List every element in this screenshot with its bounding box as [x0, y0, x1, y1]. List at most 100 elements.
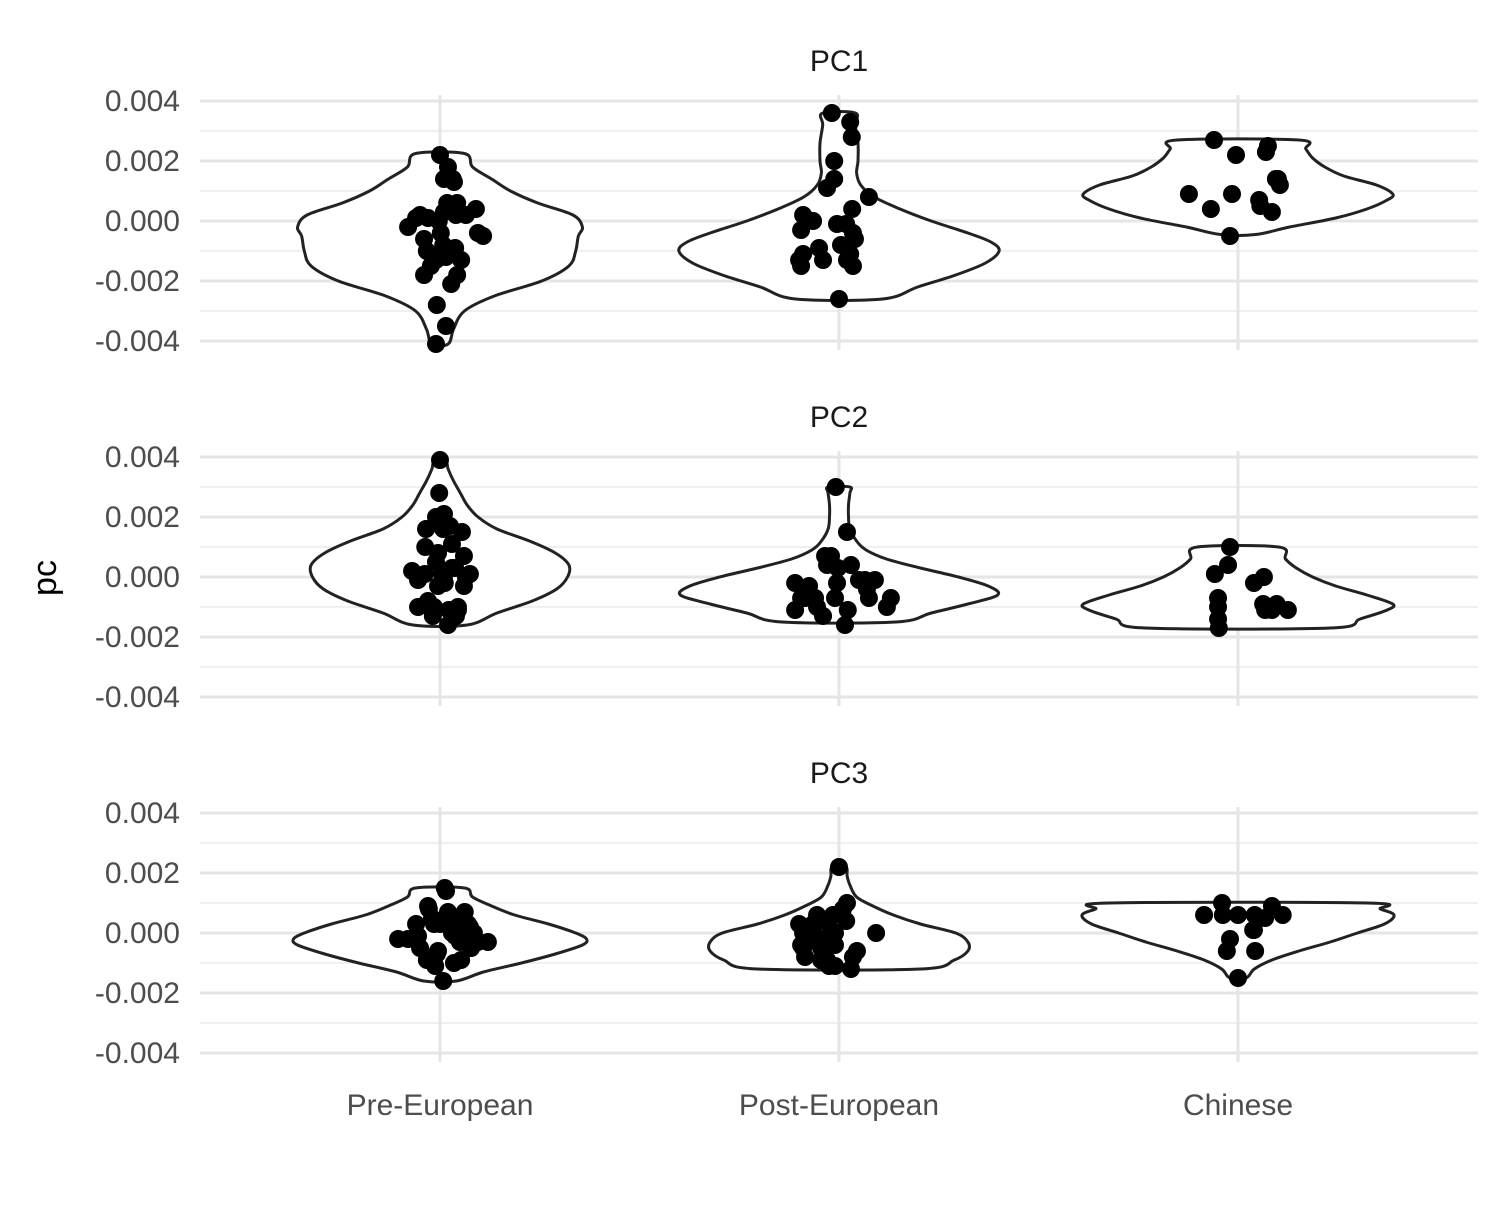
data-point — [434, 972, 453, 990]
data-point — [822, 104, 841, 122]
data-point — [881, 589, 900, 607]
data-point — [842, 128, 861, 146]
data-point — [786, 574, 805, 592]
data-point — [1179, 185, 1198, 203]
data-point — [847, 942, 866, 960]
data-point — [454, 547, 473, 565]
y-tick-label: 0.002 — [105, 857, 180, 890]
data-point — [796, 948, 815, 966]
data-point — [1205, 565, 1224, 583]
y-tick-label: 0.004 — [105, 85, 180, 118]
data-point — [431, 248, 449, 266]
data-point — [814, 607, 833, 625]
data-point — [442, 535, 461, 553]
data-point — [859, 589, 878, 607]
data-point — [810, 912, 829, 930]
data-point — [837, 912, 856, 930]
data-point — [415, 266, 434, 284]
y-tick-label: 0.000 — [105, 205, 180, 238]
x-category-label: Pre-European — [347, 1089, 534, 1122]
data-point — [448, 601, 467, 619]
data-point — [828, 574, 847, 592]
data-point — [436, 317, 455, 335]
data-point — [826, 936, 845, 954]
y-tick-label: 0.002 — [105, 501, 180, 534]
data-point — [1201, 200, 1220, 218]
data-point — [430, 484, 449, 502]
y-tick-label: 0.004 — [105, 441, 180, 474]
data-point — [794, 245, 813, 263]
data-point — [452, 951, 471, 969]
data-point — [1213, 906, 1232, 924]
points-layer — [389, 104, 1297, 990]
data-point — [826, 957, 845, 975]
y-tick-label: -0.004 — [95, 681, 180, 714]
data-point — [1221, 930, 1240, 948]
data-point — [826, 478, 845, 496]
data-point — [837, 251, 856, 269]
data-point — [843, 200, 862, 218]
data-point — [425, 598, 444, 616]
x-category-label: Chinese — [1183, 1089, 1293, 1122]
data-point — [443, 170, 462, 188]
data-point — [804, 212, 823, 230]
y-tick-label: 0.000 — [105, 561, 180, 594]
violin-pc2-2 — [1080, 544, 1396, 631]
y-tick-label: -0.004 — [95, 325, 180, 358]
y-tick-label: -0.004 — [95, 1037, 180, 1070]
data-point — [841, 113, 860, 131]
data-point — [1273, 906, 1292, 924]
data-point — [1270, 176, 1289, 194]
data-point — [865, 571, 884, 589]
data-point — [442, 275, 461, 293]
data-point — [1209, 619, 1228, 637]
data-point — [837, 894, 856, 912]
violin-pc1-1 — [677, 110, 1001, 302]
data-point — [452, 251, 471, 269]
data-point — [825, 152, 844, 170]
data-point — [415, 565, 434, 583]
data-point — [452, 523, 471, 541]
data-point — [478, 933, 497, 951]
panel-strip-label: PC1 — [810, 45, 868, 78]
data-point — [446, 206, 465, 224]
data-point — [474, 227, 493, 245]
panel-strip-label: PC3 — [810, 757, 868, 790]
data-point — [814, 251, 833, 269]
data-point — [830, 858, 848, 876]
data-point — [1262, 203, 1281, 221]
text-layer: -0.004 -0.002 0.000 0.002 0.004 PC1 -0.004 -0.0… — [95, 45, 1293, 1122]
data-point — [466, 200, 485, 218]
violin-pc3-0 — [291, 885, 589, 984]
data-point — [436, 882, 455, 900]
data-point — [835, 616, 854, 634]
data-point — [826, 589, 845, 607]
data-point — [837, 523, 856, 541]
data-point — [1244, 921, 1263, 939]
data-point — [1229, 906, 1247, 924]
panel-strip-label: PC2 — [810, 401, 868, 434]
y-tick-label: 0.000 — [105, 917, 180, 950]
data-point — [1221, 538, 1240, 556]
data-point — [1246, 942, 1265, 960]
data-point — [417, 520, 436, 538]
x-category-label: Post-European — [739, 1089, 939, 1122]
data-point — [429, 942, 448, 960]
y-tick-label: -0.002 — [95, 265, 180, 298]
data-point — [867, 924, 886, 942]
data-point — [438, 616, 457, 634]
data-point — [429, 544, 448, 562]
data-point — [1221, 227, 1240, 245]
violin-pc1-2 — [1081, 137, 1395, 237]
y-tick-label: -0.002 — [95, 621, 180, 654]
data-point — [845, 230, 864, 248]
data-point — [431, 451, 449, 469]
data-point — [859, 188, 878, 206]
y-tick-label: 0.004 — [105, 797, 180, 830]
data-point — [427, 296, 446, 314]
data-point — [830, 290, 848, 308]
data-point — [460, 565, 479, 583]
y-tick-label: -0.002 — [95, 977, 180, 1010]
